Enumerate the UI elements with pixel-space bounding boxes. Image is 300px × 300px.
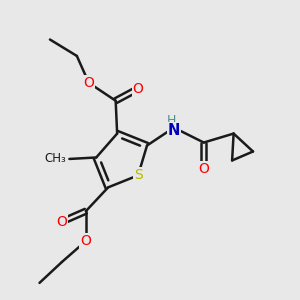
Text: O: O — [133, 82, 143, 96]
Text: H: H — [167, 114, 176, 127]
Text: O: O — [83, 76, 94, 90]
Text: O: O — [56, 215, 67, 229]
Text: O: O — [198, 162, 209, 176]
Text: N: N — [168, 123, 180, 138]
Text: S: S — [134, 168, 142, 182]
Text: O: O — [80, 234, 91, 248]
Text: CH₃: CH₃ — [44, 152, 66, 166]
